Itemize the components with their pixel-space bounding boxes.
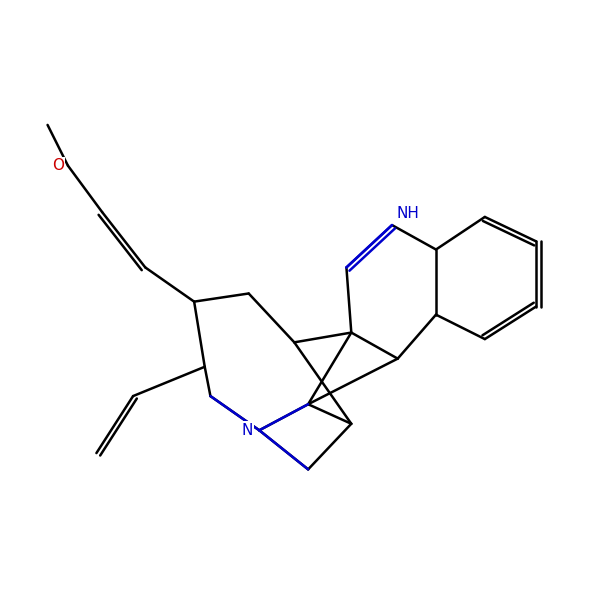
- Text: O: O: [52, 158, 64, 173]
- Text: N: N: [241, 423, 253, 438]
- Text: NH: NH: [396, 206, 419, 221]
